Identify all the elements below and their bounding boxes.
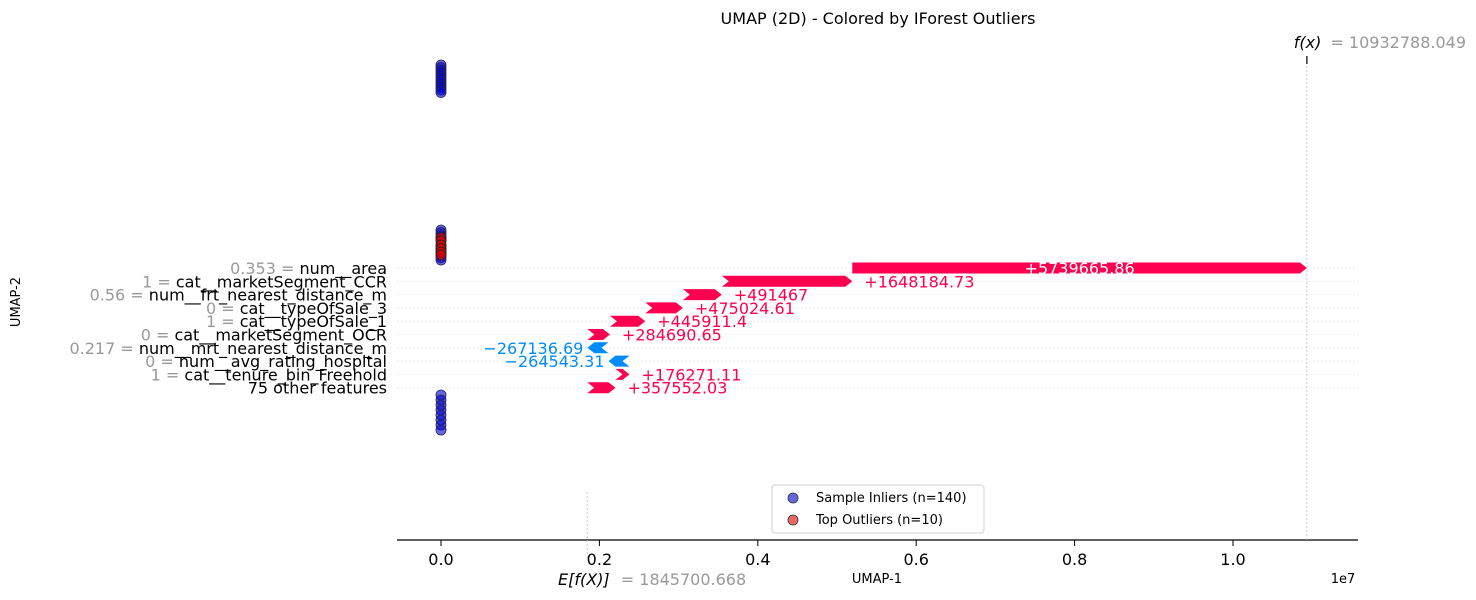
chart-title: UMAP (2D) - Colored by IForest Outliers: [721, 9, 1036, 28]
x-tick-label: 0.0: [428, 550, 453, 569]
shap-bar-cat-tenure-bin-freehold: [615, 368, 630, 380]
shap-contribution-label: −267136.69: [483, 339, 583, 358]
feature-value: 0.353 =: [230, 259, 299, 278]
feature-label: 0.56 = num__frt_nearest_distance_m: [90, 286, 387, 306]
shap-contribution-label: +1648184.73: [864, 272, 974, 291]
feature-value: 1 =: [151, 365, 185, 384]
output-value-label: f(x) = 10932788.049: [1294, 33, 1466, 52]
feature-name: cat__typeOfSale_1: [240, 312, 387, 332]
feature-label: 1 = cat__typeOfSale_1: [206, 312, 387, 332]
shap-contribution-label: +5739665.86: [1025, 259, 1135, 278]
feature-row-grid: [397, 267, 1358, 389]
feature-label: 0.353 = num__area: [230, 259, 387, 279]
shap-bar-cat-typeofsale-1: [609, 315, 646, 327]
shap-bar-num-avg-rating-hospital: [608, 355, 630, 367]
feature-value: 0 =: [206, 299, 240, 318]
output-value-number: = 10932788.049: [1330, 33, 1466, 52]
shap-contribution-label: −264543.31: [505, 352, 605, 371]
shap-contribution-label: +445911.4: [657, 312, 747, 331]
feature-value: 0 =: [141, 326, 175, 345]
feature-label: 0 = cat__marketSegment_OCR: [141, 326, 387, 346]
legend-marker-inliers: [787, 492, 799, 504]
feature-label: 1 = cat__tenure_bin_Freehold: [151, 365, 387, 385]
x-tick-label: 0.6: [903, 550, 928, 569]
base-value-number: = 1845700.668: [621, 570, 746, 589]
shap-contribution-label: +357552.03: [627, 379, 727, 398]
feature-name: num__area: [299, 259, 387, 279]
shap-force-bars: +5739665.86+1648184.73+491467+475024.61+…: [483, 259, 1307, 398]
legend-label-inliers: Sample Inliers (n=140): [816, 491, 967, 506]
legend-marker-outliers: [787, 514, 799, 526]
x-axis-ticks: 0.0 0.2 0.4 0.6 0.8 1.0: [428, 540, 1246, 569]
shap-bar-num-area: [852, 262, 1307, 274]
shap-bar-cat-marketsegment-ocr: [587, 329, 610, 340]
shap-bar-cat-marketsegment-ccr: [721, 275, 853, 287]
x-tick-label: 1.0: [1220, 550, 1245, 569]
feature-value: 0.217 =: [69, 339, 138, 358]
feature-label: 75 other features: [248, 379, 387, 398]
base-value-label: E[f(X)] = 1845700.668: [558, 570, 746, 589]
shap-contribution-label: +284690.65: [622, 326, 722, 345]
legend: Sample Inliers (n=140) Top Outliers (n=1…: [771, 484, 985, 534]
feature-label: 0.217 = num__mrt_nearest_distance_m: [69, 339, 387, 359]
feature-value: 1 =: [142, 272, 176, 291]
shap-bar-75-other-features: [587, 382, 616, 394]
feature-name: cat__marketSegment_OCR: [174, 326, 387, 346]
outlier-point: [435, 249, 447, 261]
feature-name: 75 other features: [248, 379, 387, 398]
shap-contribution-label: +475024.61: [695, 299, 795, 318]
shap-contribution-label: +176271.11: [641, 365, 741, 384]
shap-bar-num-frt-nearest-distance-m: [682, 289, 722, 301]
shap-bar-num-mrt-nearest-distance-m: [587, 342, 609, 354]
inlier-point: [435, 87, 447, 98]
feature-label: 0 = num__avg_rating_hospital: [145, 352, 387, 372]
inlier-point: [435, 424, 447, 436]
base-value-prefix: E[f(X)]: [558, 570, 610, 589]
x-tick-label: 0.4: [745, 550, 770, 569]
feature-name: cat__tenure_bin_Freehold: [184, 365, 387, 385]
feature-name: num__frt_nearest_distance_m: [149, 286, 387, 306]
feature-label: 1 = cat__marketSegment_CCR: [142, 272, 387, 292]
x-tick-label: 0.2: [587, 550, 612, 569]
x-tick-label: 0.8: [1062, 550, 1087, 569]
feature-name: cat__marketSegment_CCR: [176, 272, 387, 292]
y-axis-label: UMAP-2: [9, 277, 24, 327]
feature-value: 0.56 =: [90, 286, 149, 305]
x-axis-offset-label: 1e7: [1331, 572, 1356, 587]
x-axis-label: UMAP-1: [852, 572, 902, 587]
feature-label: 0 = cat__typeOfSale_3: [206, 299, 387, 319]
output-value-prefix: f(x): [1294, 33, 1322, 52]
feature-name: num__avg_rating_hospital: [179, 352, 387, 372]
shap-contribution-label: +491467: [734, 286, 808, 305]
feature-value: 0 =: [145, 352, 179, 371]
scatter-layer: [435, 59, 447, 436]
feature-name: cat__typeOfSale_3: [240, 299, 387, 319]
legend-label-outliers: Top Outliers (n=10): [815, 513, 943, 528]
legend-box: [771, 484, 985, 534]
feature-name: num__mrt_nearest_distance_m: [139, 339, 387, 359]
shap-bar-cat-typeofsale-3: [645, 302, 683, 314]
feature-value: 1 =: [206, 312, 240, 331]
